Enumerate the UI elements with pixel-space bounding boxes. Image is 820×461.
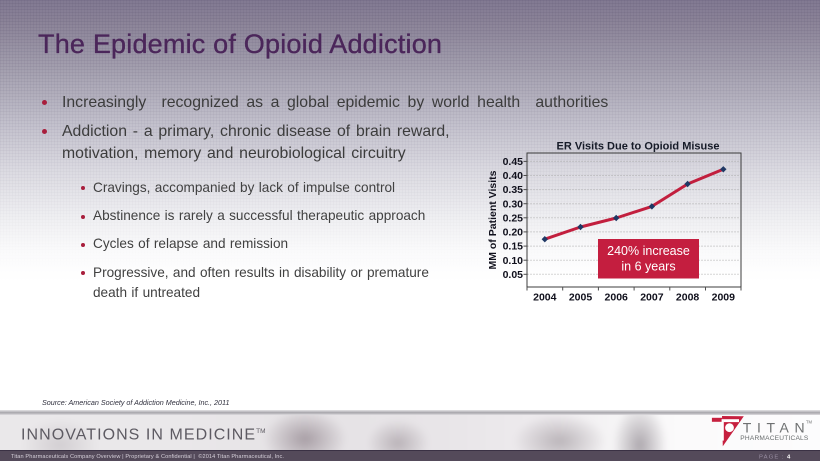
svg-text:2005: 2005 [569, 292, 593, 304]
svg-text:2004: 2004 [533, 292, 557, 304]
svg-text:0.30: 0.30 [503, 198, 524, 210]
svg-text:in 6 years: in 6 years [621, 259, 675, 273]
svg-text:TM: TM [806, 420, 813, 425]
svg-text:ER Visits Due to Opioid Misuse: ER Visits Due to Opioid Misuse [557, 141, 720, 153]
svg-text:2009: 2009 [712, 292, 736, 304]
svg-text:TITAN: TITAN [743, 420, 810, 436]
svg-text:0.25: 0.25 [503, 212, 524, 224]
svg-text:MM of Patient Visits: MM of Patient Visits [487, 170, 499, 269]
svg-text:0.45: 0.45 [503, 156, 524, 168]
svg-text:2006: 2006 [605, 292, 629, 304]
svg-text:2007: 2007 [640, 292, 664, 304]
svg-text:0.35: 0.35 [503, 184, 524, 196]
svg-text:240% increase: 240% increase [607, 244, 690, 258]
svg-text:0.20: 0.20 [503, 227, 524, 239]
svg-text:0.10: 0.10 [503, 255, 524, 267]
svg-text:0.40: 0.40 [503, 170, 524, 182]
svg-text:0.15: 0.15 [503, 241, 524, 253]
svg-text:0.05: 0.05 [503, 269, 524, 281]
svg-text:2008: 2008 [676, 292, 700, 304]
svg-text:PHARMACEUTICALS: PHARMACEUTICALS [740, 435, 809, 442]
